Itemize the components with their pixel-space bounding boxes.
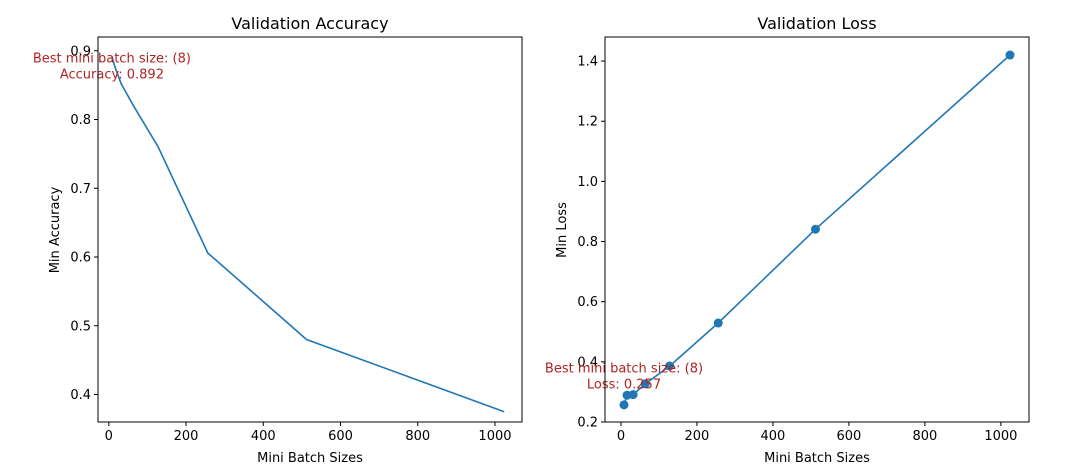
loss-x-tick-label: 200 <box>685 429 710 444</box>
loss-data-point <box>628 390 638 400</box>
loss-data-point <box>640 379 650 389</box>
accuracy-y-tick-label: 0.6 <box>70 251 91 266</box>
accuracy-x-tick-label: 200 <box>174 429 199 444</box>
loss-data-point <box>619 400 629 410</box>
loss-plot-area: 0 200 400 600 800 1000 0.2 0.4 0.6 0.8 1.0 1.2 1.4 Be… <box>545 50 1017 444</box>
loss-best-annotation-line: Best mini batch size: (8) <box>545 361 703 376</box>
accuracy-y-tick-label: 0.7 <box>70 182 91 197</box>
loss-y-tick-label: 1.0 <box>577 175 598 190</box>
loss-x-tick-label: 800 <box>912 429 937 444</box>
accuracy-series-line <box>111 56 505 413</box>
loss-y-tick-label: 1.4 <box>577 55 598 70</box>
accuracy-x-axis-label: Mini Batch Sizes <box>257 451 363 466</box>
accuracy-axes-frame <box>97 36 523 423</box>
accuracy-y-tick-label: 0.4 <box>70 388 91 403</box>
loss-y-axis-label: Min Loss <box>555 202 570 258</box>
accuracy-chart-title: Validation Accuracy <box>231 14 388 33</box>
loss-y-tick-label: 1.2 <box>577 115 598 130</box>
loss-x-tick-label: 1000 <box>984 429 1017 444</box>
loss-data-point <box>665 361 675 371</box>
accuracy-best-annotation-line: Accuracy: 0.892 <box>60 67 164 82</box>
accuracy-panel: Validation Accuracy Mini Batch Sizes Min… <box>33 14 523 466</box>
loss-y-tick-label: 0.4 <box>577 355 598 370</box>
loss-panel: Validation Loss Mini Batch Sizes Min Los… <box>545 14 1030 466</box>
accuracy-x-tick-label: 400 <box>251 429 276 444</box>
loss-data-point <box>810 224 820 234</box>
accuracy-x-tick-label: 0 <box>105 429 113 444</box>
loss-x-tick-label: 600 <box>836 429 861 444</box>
loss-y-tick-label: 0.6 <box>577 295 598 310</box>
loss-data-point <box>1005 50 1015 60</box>
loss-y-tick-label: 0.2 <box>577 416 598 431</box>
loss-x-axis-label: Mini Batch Sizes <box>764 451 870 466</box>
accuracy-x-tick-label: 600 <box>328 429 353 444</box>
accuracy-y-tick-label: 0.9 <box>70 44 91 59</box>
loss-best-annotation-line: Loss: 0.257 <box>587 377 661 392</box>
accuracy-y-tick-label: 0.8 <box>70 113 91 128</box>
loss-data-point <box>713 318 723 328</box>
loss-x-tick-label: 0 <box>617 429 625 444</box>
loss-x-tick-label: 400 <box>761 429 786 444</box>
accuracy-x-tick-label: 1000 <box>478 429 511 444</box>
loss-axes-frame <box>604 36 1030 423</box>
accuracy-best-annotation-line: Best mini batch size: (8) <box>33 51 191 66</box>
accuracy-y-tick-label: 0.5 <box>70 319 91 334</box>
accuracy-y-axis-label: Min Accuracy <box>48 186 63 273</box>
accuracy-plot-area: 0 200 400 600 800 1000 0.4 0.5 0.6 0.7 0.8 0.9Best … <box>33 44 512 444</box>
accuracy-x-tick-label: 800 <box>405 429 430 444</box>
loss-chart-title: Validation Loss <box>757 14 876 33</box>
loss-y-tick-label: 0.8 <box>577 235 598 250</box>
